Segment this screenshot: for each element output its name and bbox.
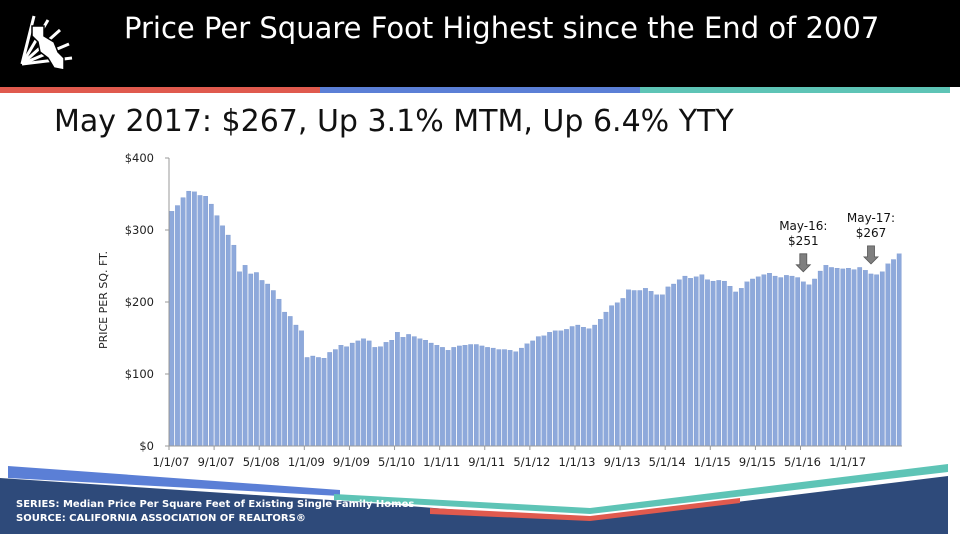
y-tick-label: $200 [125, 295, 154, 309]
header-banner: Price Per Square Foot Highest since the … [0, 0, 960, 87]
y-tick-label: $300 [125, 223, 154, 237]
x-tick-label: 1/1/09 [288, 455, 325, 469]
x-tick-label: 1/1/11 [423, 455, 460, 469]
annotation-value: $267 [856, 226, 887, 240]
x-tick-label: 5/1/12 [513, 455, 550, 469]
x-tick-label: 1/1/13 [558, 455, 595, 469]
annotation-value: $251 [788, 234, 819, 248]
x-tick-label: 5/1/14 [649, 455, 686, 469]
x-tick-label: 9/1/13 [604, 455, 641, 469]
x-tick-label: 9/1/09 [333, 455, 370, 469]
header-stripe-red [0, 87, 320, 93]
y-tick-label: $400 [125, 151, 154, 165]
footer-navy-shape [0, 476, 948, 534]
down-arrow-icon [795, 253, 812, 273]
chart-subtitle: May 2017: $267, Up 3.1% MTM, Up 6.4% YTY [54, 104, 734, 139]
x-tick-label: 9/1/11 [468, 455, 505, 469]
x-tick-label: 1/1/15 [694, 455, 731, 469]
y-axis-title: PRICE PER SQ. FT. [97, 251, 110, 349]
annotation-label: May-17: [847, 211, 895, 225]
slide-title: Price Per Square Foot Highest since the … [124, 11, 880, 45]
x-tick-label: 9/1/15 [739, 455, 776, 469]
realtor-logo-icon [20, 15, 73, 71]
footer-red-ribbon [430, 498, 740, 521]
footer-source-text: SOURCE: CALIFORNIA ASSOCIATION OF REALTO… [16, 513, 306, 524]
x-tick-label: 5/1/08 [243, 455, 280, 469]
footer-series-text: SERIES: Median Price Per Square Feet of … [16, 499, 415, 510]
y-tick-label: $0 [139, 439, 154, 453]
y-tick-label: $100 [125, 367, 154, 381]
footer-teal-ribbon [334, 464, 948, 514]
footer-blue-ribbon [8, 466, 340, 496]
header-stripe-blue [320, 87, 640, 93]
x-tick-label: 9/1/07 [198, 455, 235, 469]
x-tick-label: 1/1/17 [829, 455, 866, 469]
annotation-label: May-16: [779, 219, 827, 233]
x-tick-label: 1/1/07 [152, 455, 189, 469]
header-stripe-teal [640, 87, 950, 93]
x-tick-label: 5/1/16 [784, 455, 821, 469]
down-arrow-icon [863, 245, 879, 265]
x-tick-label: 5/1/10 [378, 455, 415, 469]
